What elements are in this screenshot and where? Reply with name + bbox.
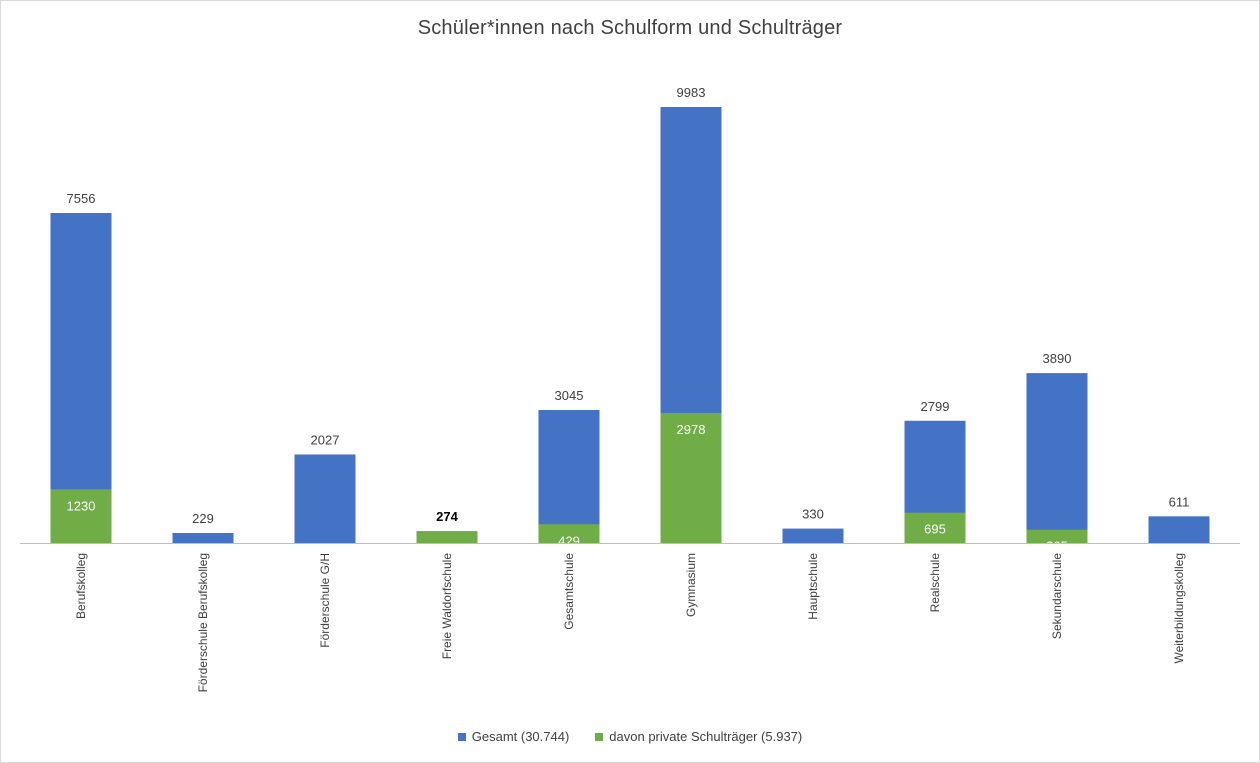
legend: Gesamt (30.744) davon private Schulträge… [0,729,1260,744]
legend-label-gesamt: Gesamt (30.744) [471,729,570,744]
data-label-gesamt: 229 [192,511,214,526]
bar-private [538,524,600,543]
x-tick-label: Hauptschule [806,553,820,620]
bar-private [416,531,478,543]
legend-item-private: davon private Schulträger (5.937) [595,729,802,744]
data-label-gesamt: 7556 [67,191,96,206]
bar-private [660,412,722,543]
data-label-private: 695 [924,522,946,537]
bar-gesamt [50,212,112,544]
data-label-gesamt: 2027 [311,432,340,447]
x-tick-label: Gymnasium [684,553,698,617]
x-tick-label: Freie Waldorfschule [440,553,454,660]
data-label-gesamt: 3890 [1043,351,1072,366]
bar-private [1026,529,1088,543]
data-label-gesamt: 611 [1169,494,1190,509]
data-label-gesamt: 3045 [555,388,584,403]
legend-label-private: davon private Schulträger (5.937) [609,729,803,744]
bar-gesamt [538,410,600,543]
bar-private [50,489,112,543]
data-label-private: 305 [1046,539,1068,554]
data-label-private: 2978 [677,422,706,437]
bar-gesamt [782,528,844,543]
x-tick-label: Förderschule Berufskolleg [196,553,210,692]
chart-title: Schüler*innen nach Schulform und Schultr… [417,17,843,39]
x-tick-label: Berufskolleg [74,553,88,619]
legend-swatch-private [595,732,604,741]
data-label-private: 429 [558,533,580,548]
data-label-private: 1230 [67,498,96,513]
bar-private [904,512,966,543]
data-label-gesamt: 330 [802,507,824,522]
bar-gesamt [172,532,234,543]
bar-gesamt [1026,373,1088,543]
bar-gesamt [294,454,356,543]
legend-item-gesamt: Gesamt (30.744) [457,729,570,744]
legend-swatch-gesamt [457,732,466,741]
bar-gesamt [1148,516,1210,543]
x-tick-label: Förderschule G/H [318,553,332,648]
data-label-gesamt: 9983 [677,85,706,100]
x-tick-label: Gesamtschule [562,553,576,630]
x-tick-label: Realschule [928,553,942,613]
data-label-gesamt: 2799 [921,399,950,414]
x-tick-label: Sekundarschule [1050,553,1064,639]
data-label-private: 274 [436,509,458,524]
x-tick-label: Weiterbildungskolleg [1172,553,1186,664]
